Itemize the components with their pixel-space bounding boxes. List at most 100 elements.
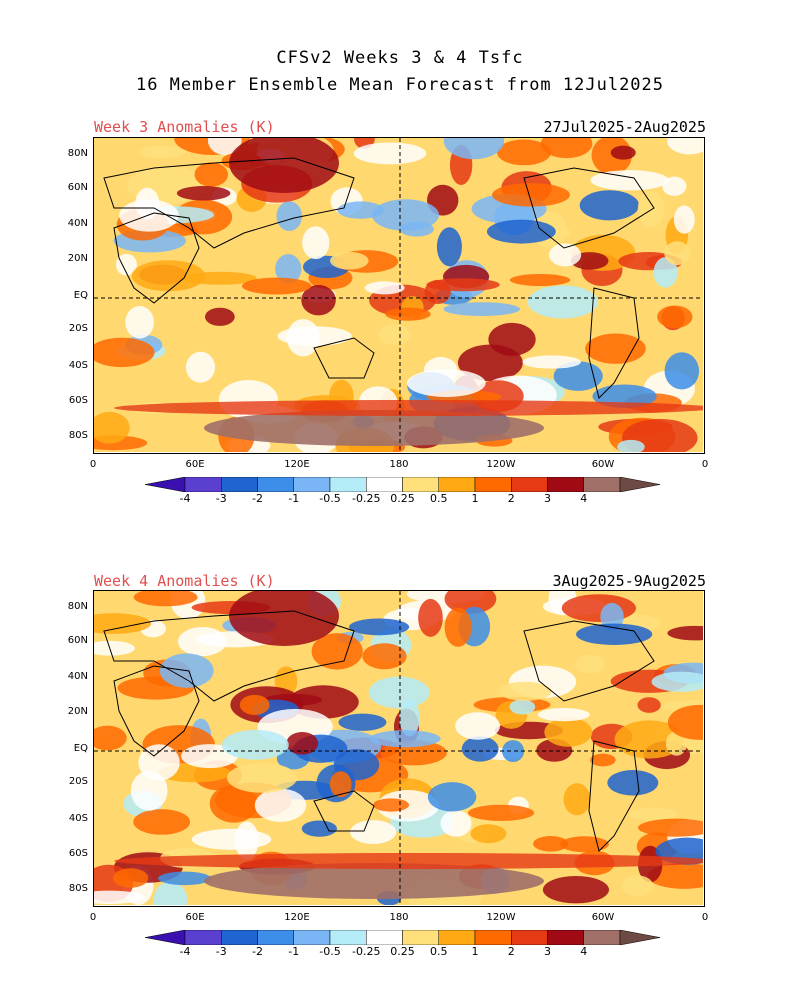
anomaly-patch (509, 273, 571, 287)
lon-tick-label: 0 (701, 912, 709, 923)
anomaly-patch (522, 355, 581, 369)
colorbar-low-arrow (145, 930, 186, 945)
colorbar-swatch (293, 477, 331, 492)
colorbar-tick-label: -0.25 (352, 492, 381, 505)
anomaly-patch (638, 818, 704, 837)
anomaly-patch (133, 809, 191, 835)
anomaly-patch (665, 731, 688, 756)
anomaly-patch (590, 170, 669, 191)
coastline (313, 337, 375, 379)
lat-tick-label: 40N (67, 671, 88, 682)
anomaly-patch (276, 201, 303, 231)
anomaly-patch (378, 324, 411, 346)
anomaly-patch (426, 278, 500, 292)
anomaly-patch (254, 788, 307, 822)
figure-title-line1: CFSv2 Weeks 3 & 4 Tsfc (276, 48, 524, 68)
anomaly-patch (94, 640, 135, 656)
anomaly-patch (544, 717, 593, 747)
anomaly-patch (364, 281, 405, 295)
anomaly-patch (667, 138, 704, 155)
anomaly-patch (673, 205, 695, 234)
colorbar-swatch (257, 930, 294, 945)
anomaly-patch (353, 142, 427, 165)
colorbar-tick-label: 1 (471, 945, 479, 958)
colorbar-tick-label: -4 (179, 945, 191, 958)
anomaly-patch (399, 699, 420, 737)
colorbar-swatch (293, 930, 331, 945)
colorbar-tick-label: 4 (580, 945, 588, 958)
anomaly-patch (537, 708, 590, 722)
colorbar-tick-label: 0.5 (430, 492, 448, 505)
anomaly-patch (227, 762, 298, 793)
anomaly-patch (406, 369, 486, 398)
colorbar-swatch (511, 930, 548, 945)
anomaly-patch (350, 820, 397, 844)
anomaly-patch (443, 302, 520, 317)
anomaly-patch (540, 138, 593, 159)
lon-tick-label: 120W (486, 459, 516, 470)
anomaly-patch (207, 138, 242, 156)
colorbar-tick-label: 3 (544, 492, 551, 505)
lat-tick-label: 80S (68, 430, 88, 441)
anomaly-patch (600, 602, 624, 631)
lat-tick-label: 80N (67, 148, 88, 159)
week4-anomaly-map (93, 590, 705, 907)
anomaly-patch (470, 824, 507, 844)
week3-colorbar (145, 477, 660, 492)
anomaly-patch (455, 712, 501, 740)
colorbar-tick-label: -3 (215, 945, 227, 958)
anomaly-patch (130, 770, 168, 811)
anomaly-patch (194, 162, 229, 187)
anomaly-patch (496, 139, 552, 166)
anomaly-patch (135, 187, 160, 220)
anomaly-patch (94, 613, 152, 634)
anomaly-patch (576, 623, 653, 645)
colorbar-high-arrow (619, 930, 660, 945)
lat-tick-label: 20N (67, 253, 88, 264)
colorbar-swatch (329, 477, 367, 492)
colorbar-swatch (438, 930, 476, 945)
figure-title-line2: 16 Member Ensemble Mean Forecast from 12… (135, 75, 665, 95)
anomaly-patch (486, 219, 556, 244)
colorbar-low-arrow (145, 477, 186, 492)
anomaly-patch (498, 681, 552, 701)
anomaly-patch (368, 676, 430, 709)
anomaly-patch (275, 254, 302, 284)
anomaly-patch (637, 697, 661, 713)
anomaly-patch (286, 731, 319, 755)
anomaly-patch (617, 439, 645, 453)
anomaly-patch (185, 351, 216, 383)
anomaly-patch (181, 744, 238, 769)
anomaly-patch (585, 333, 646, 364)
week3-panel-title: Week 3 Anomalies (K) (94, 118, 275, 136)
lon-tick-label: 60W (591, 912, 615, 923)
lon-tick-label: 120E (284, 459, 310, 470)
anomaly-patch (533, 835, 569, 852)
anomaly-patch (575, 654, 606, 674)
colorbar-swatch (366, 930, 403, 945)
anomaly-patch (241, 277, 312, 295)
anomaly-patch (440, 810, 472, 837)
anomaly-patch (621, 875, 654, 897)
anomaly-patch (176, 186, 231, 201)
lat-tick-label: 20S (68, 776, 88, 787)
anomaly-patch (329, 771, 352, 798)
colorbar-tick-label: -2 (252, 492, 263, 505)
week3-anomaly-map (93, 137, 705, 454)
colorbar-swatch (547, 930, 584, 945)
coastline (523, 620, 655, 702)
lat-tick-label: 60N (67, 635, 88, 646)
anomaly-patch (418, 598, 443, 637)
week4-colorbar (145, 930, 660, 945)
anomaly-patch (239, 694, 270, 716)
colorbar-swatch (511, 477, 548, 492)
anomaly-patch (502, 740, 525, 763)
lon-tick-label: 60W (591, 459, 615, 470)
anomaly-patch (509, 699, 536, 715)
colorbar-swatch (402, 930, 439, 945)
coastline (103, 610, 355, 702)
colorbar-tick-label: 0.5 (430, 945, 448, 958)
anomaly-patch (561, 594, 636, 623)
anomaly-patch (553, 361, 603, 391)
anomaly-patch (158, 871, 212, 886)
